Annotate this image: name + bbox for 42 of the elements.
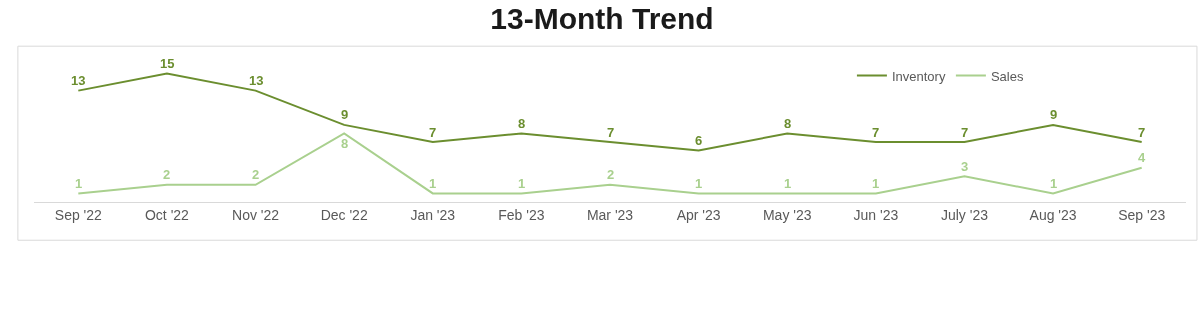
data-label: 2 <box>163 167 171 182</box>
data-label: 7 <box>429 125 437 140</box>
data-label: 9 <box>1050 107 1058 122</box>
data-label: 2 <box>252 167 260 182</box>
data-label: 7 <box>872 125 880 140</box>
data-label: 1 <box>872 176 880 191</box>
data-label: 13 <box>71 73 86 88</box>
data-label: 7 <box>1138 125 1146 140</box>
data-label: 3 <box>961 159 969 174</box>
x-tick-label: Apr '23 <box>676 206 721 223</box>
data-label: 8 <box>784 116 792 131</box>
data-label: 1 <box>518 176 526 191</box>
data-label: 7 <box>961 125 969 140</box>
data-label: 1 <box>1050 176 1058 191</box>
data-label: 9 <box>341 107 349 122</box>
data-label: 1 <box>75 176 83 191</box>
data-label: 1 <box>429 176 437 191</box>
x-tick-label: May '23 <box>762 206 812 223</box>
x-tick-label: Dec '22 <box>320 206 368 223</box>
data-label: 8 <box>518 116 526 131</box>
x-tick-label: Feb '23 <box>498 206 545 223</box>
x-tick-label: Sep '23 <box>1118 206 1166 223</box>
legend-label: Inventory <box>891 68 946 84</box>
data-label: 15 <box>160 56 175 71</box>
legend-label: Sales <box>990 68 1024 84</box>
data-label: 1 <box>695 176 703 191</box>
data-label: 6 <box>695 133 703 148</box>
x-tick-label: Oct '22 <box>144 206 190 223</box>
chart-title: 13-Month Trend <box>490 1 714 35</box>
data-label: 2 <box>607 167 615 182</box>
x-tick-label: July '23 <box>940 206 989 223</box>
data-label: 1 <box>784 176 792 191</box>
x-tick-label: Nov '22 <box>232 206 280 223</box>
data-label: 7 <box>607 125 615 140</box>
x-tick-label: Mar '23 <box>586 206 634 223</box>
x-tick-label: Jan '23 <box>410 206 456 223</box>
data-label: 8 <box>341 136 349 151</box>
data-label: 4 <box>1138 150 1146 165</box>
data-label: 13 <box>249 73 264 88</box>
x-tick-label: Jun '23 <box>853 206 899 223</box>
x-tick-label: Aug '23 <box>1029 206 1077 223</box>
x-tick-label: Sep '22 <box>54 206 103 223</box>
